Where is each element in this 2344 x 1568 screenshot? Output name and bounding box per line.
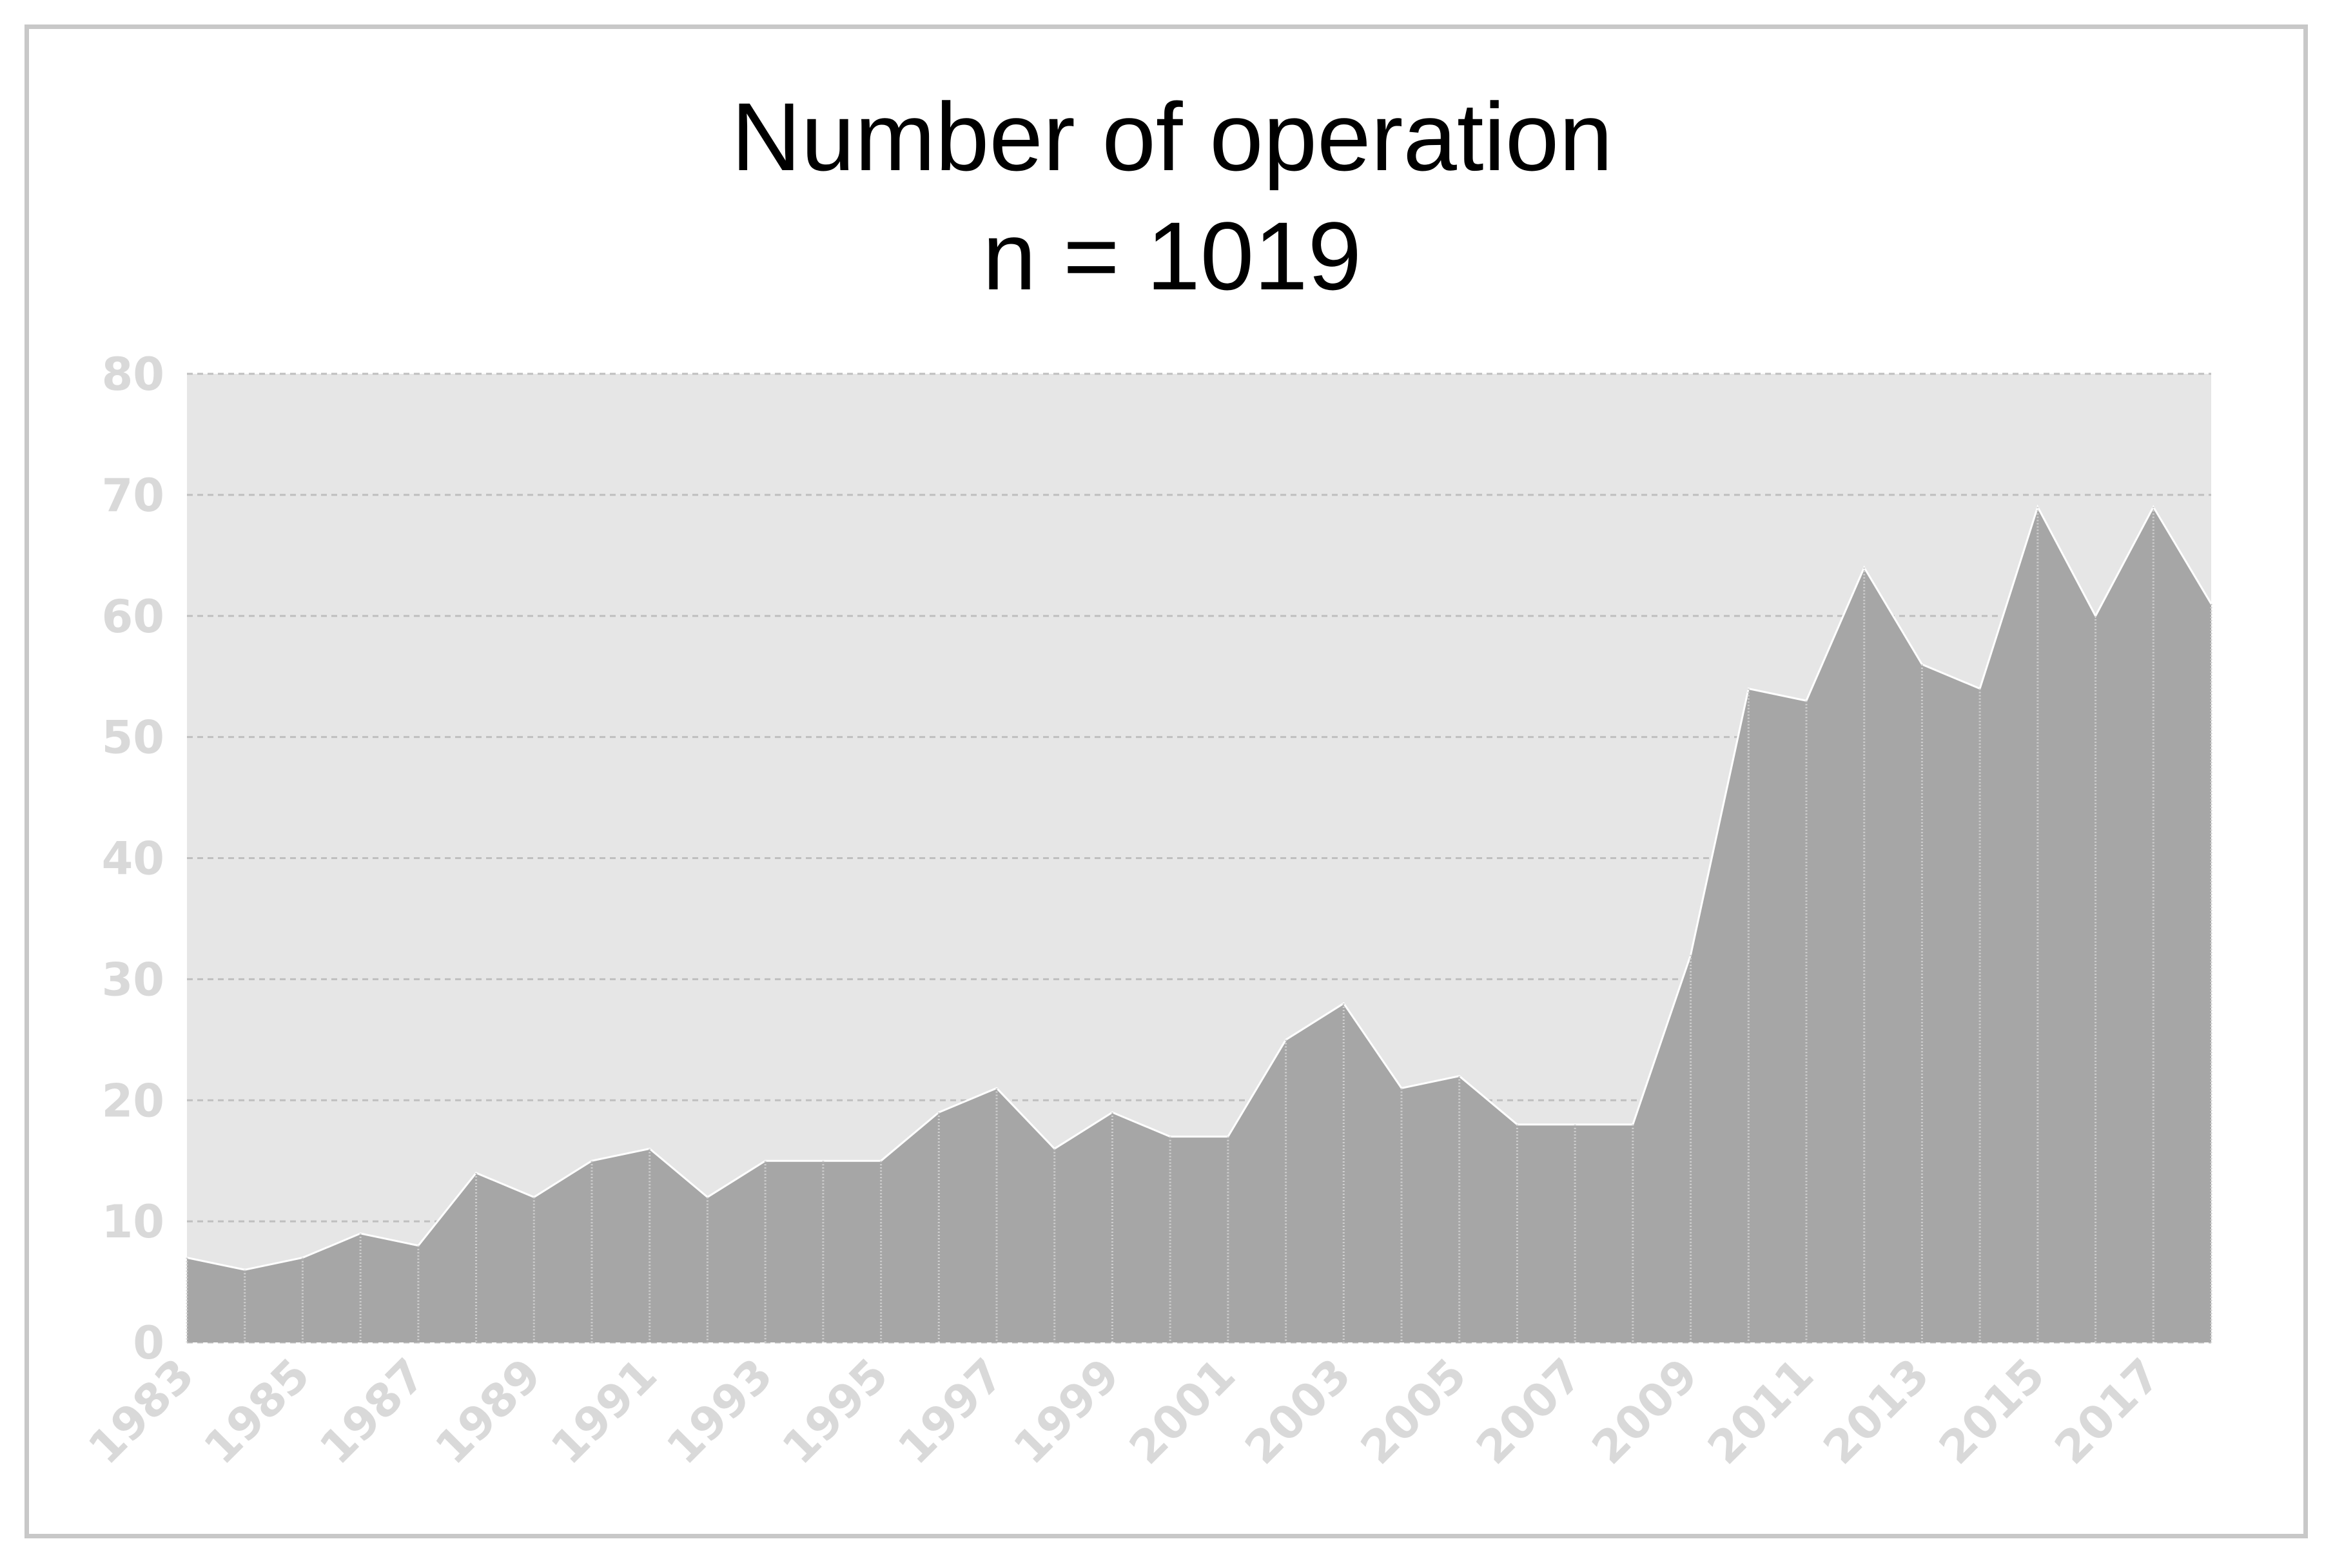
y-tick-label: 70 (102, 469, 164, 522)
y-tick-label: 60 (102, 590, 164, 643)
x-tick-label: 1997 (888, 1348, 1014, 1475)
point-dividers (186, 507, 2212, 1342)
area-series (186, 504, 2212, 1342)
x-tick-label: 1991 (541, 1348, 667, 1475)
y-tick-label: 40 (102, 833, 164, 886)
y-tick-label: 0 (133, 1317, 164, 1370)
chart-subtitle: n = 1019 (982, 202, 1362, 310)
x-tick-label: 2005 (1351, 1348, 1477, 1475)
x-tick-label: 2001 (1119, 1348, 1245, 1475)
x-tick-label: 1993 (656, 1348, 783, 1475)
x-tick-label: 2003 (1235, 1348, 1362, 1475)
x-tick-label: 2013 (1813, 1348, 1940, 1475)
x-tick-label: 2017 (2045, 1348, 2171, 1475)
x-tick-label: 1989 (425, 1348, 552, 1475)
x-axis-ticks: 1983198519871989199119931995199719992001… (78, 1348, 2171, 1475)
x-tick-label: 1987 (309, 1348, 436, 1475)
area-line (186, 504, 2212, 1271)
y-tick-label: 20 (102, 1074, 164, 1127)
y-tick-label: 50 (102, 711, 164, 764)
x-tick-label: 2007 (1466, 1348, 1592, 1475)
x-tick-label: 2009 (1582, 1348, 1708, 1475)
x-tick-label: 1985 (194, 1348, 320, 1475)
x-tick-label: 1999 (1004, 1348, 1130, 1475)
y-tick-label: 80 (102, 348, 164, 401)
area-fill (187, 507, 2211, 1342)
chart-title: Number of operation (731, 82, 1613, 191)
y-tick-label: 10 (102, 1195, 164, 1248)
x-tick-label: 2015 (1929, 1348, 2055, 1475)
x-tick-label: 1995 (772, 1348, 899, 1475)
x-tick-label: 2011 (1697, 1348, 1824, 1475)
y-axis-ticks: 0 10 20 30 40 50 60 70 80 (102, 348, 164, 1370)
y-tick-label: 30 (102, 953, 164, 1006)
chart-title-block: Number of operation n = 1019 (0, 77, 2344, 316)
